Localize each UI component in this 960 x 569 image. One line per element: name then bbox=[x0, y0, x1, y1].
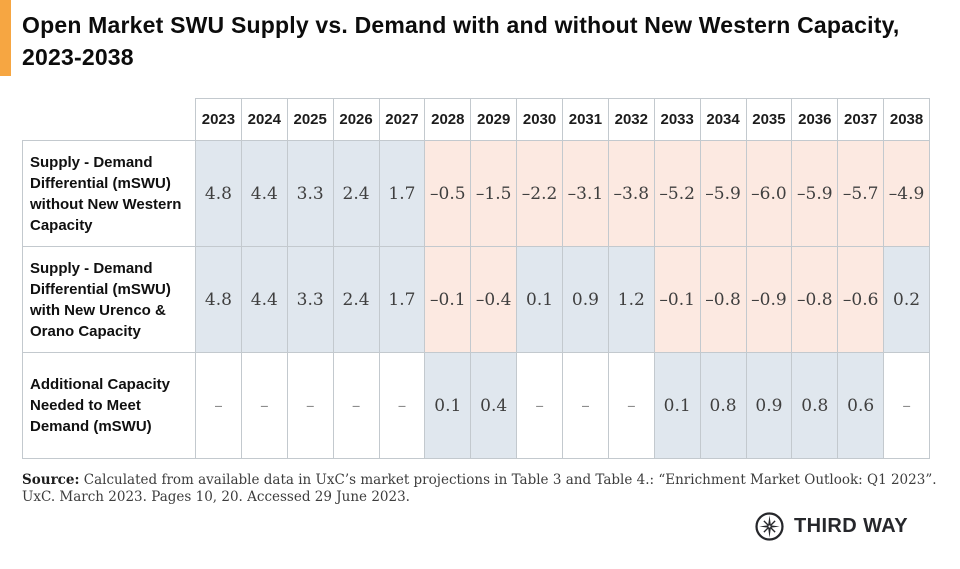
table-row: Supply - Demand Differential (mSWU) with… bbox=[22, 140, 930, 247]
value-cell: – bbox=[516, 352, 563, 459]
value-cell: –0.8 bbox=[791, 246, 839, 353]
table-row: Supply - Demand Differential (mSWU) with… bbox=[22, 246, 930, 353]
value-cell: –0.6 bbox=[837, 246, 885, 353]
value-cell: 0.8 bbox=[791, 352, 839, 459]
value-cell: – bbox=[332, 352, 380, 459]
value-cell: 2.4 bbox=[332, 246, 380, 353]
value-cell: – bbox=[240, 352, 288, 459]
value-cell: 4.4 bbox=[240, 246, 288, 353]
value-cell: 0.6 bbox=[837, 352, 885, 459]
value-cell: 0.2 bbox=[883, 246, 930, 353]
source-text: Calculated from available data in UxC’s … bbox=[22, 472, 937, 505]
year-header-cell: 2028 bbox=[424, 98, 472, 141]
value-cell: –4.9 bbox=[883, 140, 930, 247]
row-label: Additional Capacity Needed to Meet Deman… bbox=[22, 352, 196, 459]
year-header-cell: 2034 bbox=[699, 98, 747, 141]
value-cell: – bbox=[195, 352, 242, 459]
value-cell: 0.1 bbox=[653, 352, 701, 459]
value-cell: 1.7 bbox=[378, 140, 426, 247]
year-header-row: 2023 2024 2025 2026 2027 2028 2029 2030 2031 2032… bbox=[22, 98, 930, 141]
figure-footer: Source: Calculated from available data i… bbox=[22, 472, 938, 542]
value-cell: 0.1 bbox=[424, 352, 472, 459]
value-cell: 1.7 bbox=[378, 246, 426, 353]
value-cell: –0.4 bbox=[470, 246, 518, 353]
value-cell: –2.2 bbox=[516, 140, 563, 247]
year-header-cell: 2026 bbox=[332, 98, 380, 141]
corner-cell bbox=[22, 98, 196, 141]
value-cell: –0.9 bbox=[745, 246, 793, 353]
year-header-cell: 2031 bbox=[562, 98, 609, 141]
year-header-cell: 2037 bbox=[837, 98, 885, 141]
value-cell: –1.5 bbox=[470, 140, 518, 247]
value-cell: – bbox=[607, 352, 655, 459]
value-cell: 4.4 bbox=[240, 140, 288, 247]
value-cell: 0.1 bbox=[516, 246, 563, 353]
table-row: Additional Capacity Needed to Meet Deman… bbox=[22, 352, 930, 459]
value-cell: – bbox=[883, 352, 930, 459]
figure-header: Open Market SWU Supply vs. Demand with a… bbox=[0, 0, 960, 84]
value-cell: –0.1 bbox=[424, 246, 472, 353]
year-header-cell: 2033 bbox=[653, 98, 701, 141]
year-header-cell: 2035 bbox=[745, 98, 793, 141]
value-cell: 0.8 bbox=[699, 352, 747, 459]
source-label: Source: bbox=[22, 472, 80, 488]
year-header-cell: 2036 bbox=[791, 98, 839, 141]
value-cell: –0.1 bbox=[653, 246, 701, 353]
title-accent-bar bbox=[0, 0, 11, 76]
swu-supply-demand-table: 2023 2024 2025 2026 2027 2028 2029 2030 2031 2032… bbox=[22, 98, 930, 459]
value-cell: 2.4 bbox=[332, 140, 380, 247]
thirdway-logo: THIRD WAY bbox=[22, 511, 938, 542]
year-header-cell: 2025 bbox=[286, 98, 334, 141]
value-cell: –0.8 bbox=[699, 246, 747, 353]
value-cell: 4.8 bbox=[195, 246, 242, 353]
row-label: Supply - Demand Differential (mSWU) with… bbox=[22, 246, 196, 353]
value-cell: 3.3 bbox=[286, 140, 334, 247]
value-cell: – bbox=[378, 352, 426, 459]
page-title: Open Market SWU Supply vs. Demand with a… bbox=[22, 12, 900, 70]
value-cell: –5.7 bbox=[837, 140, 885, 247]
value-cell: 3.3 bbox=[286, 246, 334, 353]
value-cell: 4.8 bbox=[195, 140, 242, 247]
source-note: Source: Calculated from available data i… bbox=[22, 472, 938, 506]
value-cell: –0.5 bbox=[424, 140, 472, 247]
value-cell: 0.9 bbox=[745, 352, 793, 459]
year-header-cell: 2027 bbox=[378, 98, 426, 141]
compass-star-icon bbox=[755, 512, 784, 541]
value-cell: –5.9 bbox=[699, 140, 747, 247]
value-cell: – bbox=[286, 352, 334, 459]
value-cell: –3.8 bbox=[607, 140, 655, 247]
value-cell: – bbox=[562, 352, 609, 459]
value-cell: 0.4 bbox=[470, 352, 518, 459]
year-header-cell: 2023 bbox=[195, 98, 242, 141]
year-header-cell: 2030 bbox=[516, 98, 563, 141]
year-header-cell: 2024 bbox=[240, 98, 288, 141]
value-cell: 1.2 bbox=[607, 246, 655, 353]
year-header-cell: 2029 bbox=[470, 98, 518, 141]
row-label: Supply - Demand Differential (mSWU) with… bbox=[22, 140, 196, 247]
year-header-cell: 2032 bbox=[607, 98, 655, 141]
value-cell: –6.0 bbox=[745, 140, 793, 247]
value-cell: –3.1 bbox=[562, 140, 609, 247]
year-header-cell: 2038 bbox=[883, 98, 930, 141]
logo-text: THIRD WAY bbox=[794, 515, 908, 537]
value-cell: 0.9 bbox=[562, 246, 609, 353]
value-cell: –5.9 bbox=[791, 140, 839, 247]
value-cell: –5.2 bbox=[653, 140, 701, 247]
